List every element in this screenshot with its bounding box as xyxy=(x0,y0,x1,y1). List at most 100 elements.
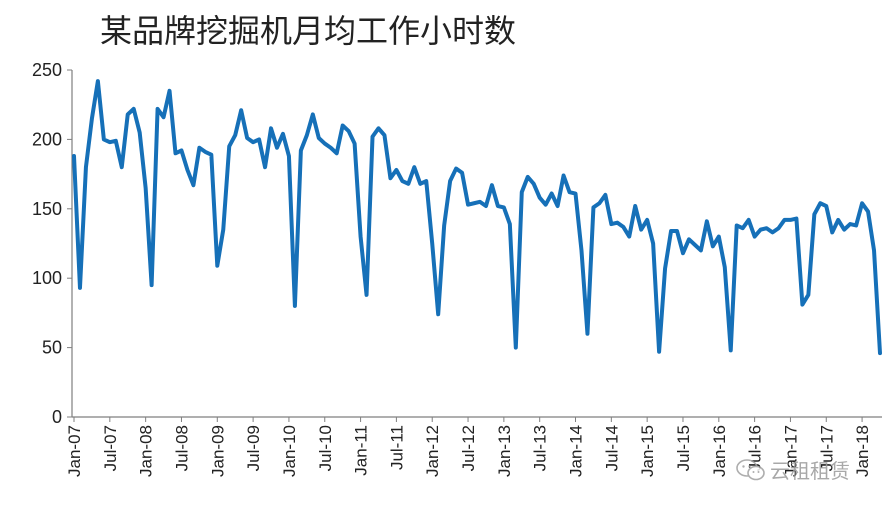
data-point xyxy=(173,151,178,155)
data-point xyxy=(627,234,631,239)
x-axis-ticks: Jan-07 Jul-07 Jan-08 Jul-08 Jan-09 Jul-09 Jan-… xyxy=(65,417,872,477)
data-point xyxy=(311,112,315,117)
data-point xyxy=(836,218,840,222)
data-point xyxy=(90,116,94,121)
y-tick-label: 50 xyxy=(42,338,62,358)
data-point xyxy=(466,203,470,207)
data-point xyxy=(233,133,237,137)
data-point xyxy=(412,165,416,169)
x-tick-label: Jan-16 xyxy=(710,425,729,477)
data-point xyxy=(197,146,201,150)
watermark-text: 云租租赁 xyxy=(770,459,850,483)
data-point xyxy=(275,146,279,150)
data-point xyxy=(764,226,769,230)
x-tick-label: Jul-07 xyxy=(101,425,120,471)
data-point xyxy=(741,226,745,230)
data-point xyxy=(305,133,309,137)
data-point xyxy=(663,266,667,271)
data-point xyxy=(341,123,345,128)
data-point xyxy=(454,166,458,171)
series-line xyxy=(72,79,882,356)
data-point xyxy=(84,165,88,169)
data-point xyxy=(96,79,100,83)
data-point xyxy=(603,193,607,197)
data-point xyxy=(854,223,858,228)
x-tick-label: Jan-14 xyxy=(567,425,586,477)
x-tick-label: Jul-10 xyxy=(316,425,335,471)
data-point xyxy=(711,244,715,248)
data-point xyxy=(257,137,261,141)
data-point xyxy=(556,204,560,208)
data-point xyxy=(251,140,255,144)
data-point xyxy=(114,139,118,143)
data-point xyxy=(490,183,494,187)
data-point xyxy=(382,133,387,137)
data-point xyxy=(442,223,446,228)
data-point xyxy=(317,136,321,140)
data-point xyxy=(329,146,333,150)
data-point xyxy=(567,190,572,194)
data-point xyxy=(478,200,482,204)
x-tick-label: Jul-12 xyxy=(459,425,478,471)
data-point xyxy=(347,129,351,133)
data-point xyxy=(770,230,775,234)
x-tick-label: Jul-09 xyxy=(244,425,263,471)
data-point xyxy=(138,130,142,135)
data-point xyxy=(729,348,733,352)
data-point xyxy=(687,237,691,241)
data-point xyxy=(514,346,518,350)
y-tick-label: 100 xyxy=(32,268,62,288)
data-point xyxy=(812,212,816,216)
data-point xyxy=(747,218,751,222)
x-tick-label: Jan-13 xyxy=(495,425,514,477)
data-point xyxy=(132,107,136,111)
data-point xyxy=(639,228,643,232)
data-point xyxy=(185,168,190,172)
data-point xyxy=(203,150,207,154)
data-point xyxy=(705,219,709,223)
data-point xyxy=(818,201,822,205)
x-tick-label: Jan-17 xyxy=(781,425,800,477)
data-point xyxy=(782,218,787,222)
data-point xyxy=(406,182,410,186)
data-point xyxy=(472,201,476,205)
data-point xyxy=(538,196,542,200)
data-point xyxy=(496,204,500,208)
data-point xyxy=(609,222,613,226)
series-group xyxy=(72,79,882,356)
data-point xyxy=(776,226,781,230)
data-point xyxy=(591,205,596,210)
x-tick-label: Jan-08 xyxy=(137,425,156,477)
data-point xyxy=(108,140,112,144)
data-point xyxy=(585,332,590,336)
data-point xyxy=(215,264,219,268)
data-point xyxy=(788,218,793,222)
x-tick-label: Jan-09 xyxy=(208,425,227,477)
data-point xyxy=(155,107,160,111)
data-point xyxy=(544,203,548,207)
data-point xyxy=(520,190,524,194)
data-point xyxy=(532,182,536,186)
data-point xyxy=(502,205,506,210)
data-point xyxy=(573,191,578,196)
x-tick-label: Jul-08 xyxy=(172,425,191,471)
data-point xyxy=(693,243,697,247)
data-point xyxy=(353,141,357,146)
data-point xyxy=(699,248,703,253)
data-point xyxy=(239,108,243,112)
data-point xyxy=(299,148,303,153)
data-point xyxy=(651,241,655,246)
data-point xyxy=(723,265,727,269)
data-point xyxy=(287,154,291,158)
data-point xyxy=(269,126,273,130)
data-point xyxy=(597,201,601,205)
data-point xyxy=(484,204,488,208)
x-tick-label: Jan-15 xyxy=(638,425,657,477)
y-tick-label: 250 xyxy=(32,60,62,80)
data-point xyxy=(323,141,327,146)
data-point xyxy=(830,230,834,234)
data-point xyxy=(866,209,870,214)
data-point xyxy=(657,350,661,354)
x-tick-label: Jan-10 xyxy=(280,425,299,477)
data-point xyxy=(579,248,584,253)
